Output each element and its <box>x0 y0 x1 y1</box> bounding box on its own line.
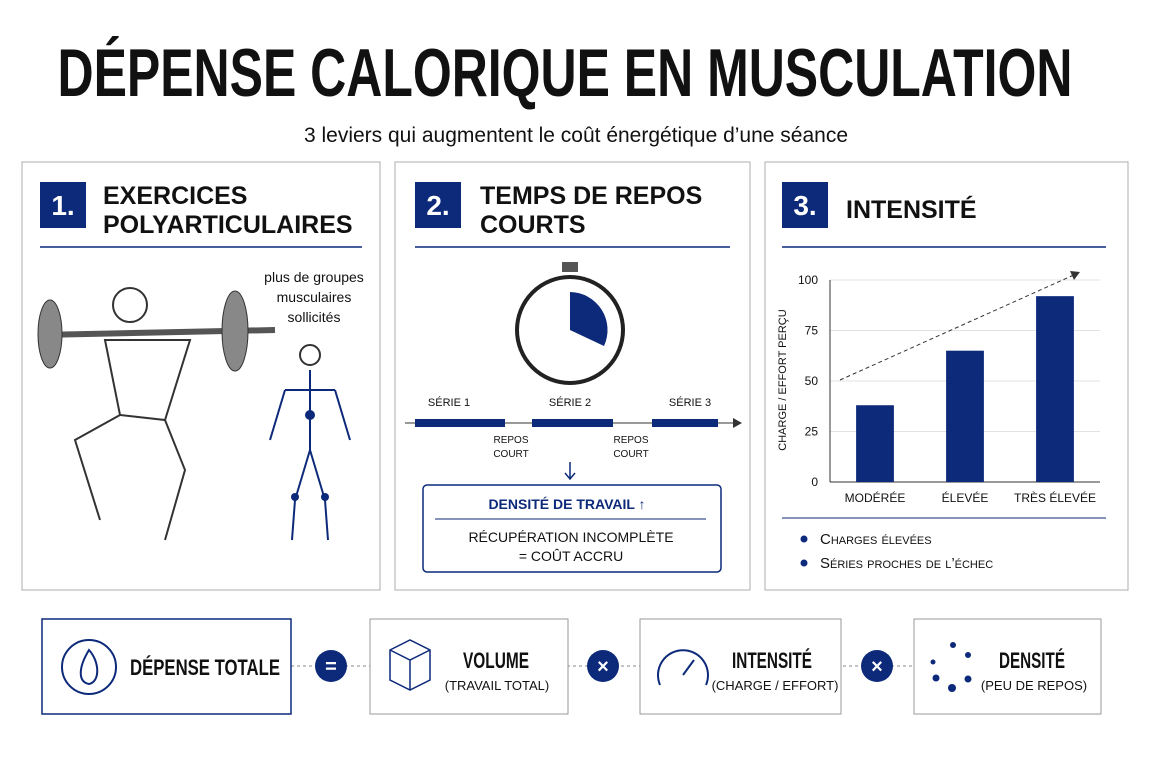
set-label: SÉRIE 2 <box>549 396 591 409</box>
bullet-text: Séries proches de l’échec <box>820 555 993 572</box>
panel-title: INTENSITÉ <box>846 195 977 224</box>
term-title: DÉPENSE TOTALE <box>130 655 280 680</box>
operator: × <box>597 656 609 678</box>
athlete-legs <box>73 414 187 541</box>
joint <box>305 410 315 420</box>
x-tick-label: ÉLEVÉE <box>942 490 989 505</box>
flame <box>79 648 99 686</box>
bullet-text: Charges élevées <box>820 531 932 548</box>
joint <box>291 493 299 501</box>
bar <box>946 350 984 482</box>
box-title: DENSITÉ DE TRAVAIL ↑ <box>488 496 645 512</box>
arrowhead <box>733 418 742 428</box>
trend-arrow <box>839 273 1077 381</box>
operator-circle <box>587 650 619 682</box>
number-box <box>782 182 828 228</box>
gauge-needle <box>682 659 695 676</box>
bar-chart: 0 25 50 75 100 MODÉRÉE ÉLEVÉE TRÈS ÉLEVÉE <box>798 273 1100 505</box>
body-head <box>299 344 321 366</box>
set-bar <box>532 419 613 427</box>
athlete-head <box>112 287 148 323</box>
panel-title: COURTS <box>480 211 586 239</box>
term-title: VOLUME <box>463 648 529 673</box>
panel-title: POLYARTICULAIRES <box>103 211 353 239</box>
panel-number: 2. <box>426 190 449 221</box>
plate <box>221 290 249 372</box>
rest-label: COURT <box>613 449 648 460</box>
bullet <box>800 535 808 543</box>
term-note: (PEU DE REPOS) <box>981 678 1087 693</box>
set-bar <box>415 419 505 427</box>
dot-icon <box>948 684 956 692</box>
panel-title: TEMPS DE REPOS <box>480 182 702 210</box>
bar <box>856 405 894 482</box>
term-box <box>913 618 1102 715</box>
set-label: SÉRIE 1 <box>428 396 470 409</box>
operator-circle <box>315 650 347 682</box>
box-line: = COÛT ACCRU <box>519 548 623 564</box>
y-tick-label: 75 <box>805 324 819 338</box>
box-line: RÉCUPÉRATION INCOMPLÈTE <box>468 529 673 545</box>
term-note: (TRAVAIL TOTAL) <box>445 678 550 693</box>
gauge-icon <box>657 649 709 686</box>
x-tick-label: TRÈS ÉLEVÉE <box>1014 490 1096 505</box>
arrowhead <box>1070 271 1080 280</box>
panel <box>21 161 381 591</box>
operator-circle <box>861 650 893 682</box>
number-box <box>415 182 461 228</box>
result-box <box>422 484 722 573</box>
rest-label: REPOS <box>493 435 528 446</box>
flame-icon <box>61 639 117 695</box>
panel-number: 3. <box>793 190 816 221</box>
y-tick-label: 100 <box>798 273 818 287</box>
dot-icon <box>965 652 971 658</box>
x-tick-label: MODÉRÉE <box>845 490 906 505</box>
rest-label: REPOS <box>613 435 648 446</box>
rest-label: COURT <box>493 449 528 460</box>
dot-icon <box>950 642 956 648</box>
caption: sollicités <box>288 309 341 325</box>
y-tick-label: 0 <box>811 475 818 489</box>
bullet <box>800 559 808 567</box>
stopwatch-crown <box>562 262 578 272</box>
subtitle: 3 leviers qui augmentent le coût énergét… <box>304 124 848 147</box>
term-box <box>639 618 842 715</box>
caption: musculaires <box>277 289 352 305</box>
down-arrow <box>564 462 576 481</box>
term-title: INTENSITÉ <box>732 648 812 673</box>
caption: plus de groupes <box>264 269 364 285</box>
cube-icon <box>389 639 431 691</box>
y-tick-label: 50 <box>805 374 819 388</box>
plate <box>37 299 63 369</box>
operator: × <box>871 656 883 678</box>
term-title: DENSITÉ <box>999 648 1065 673</box>
operator: = <box>325 656 337 678</box>
panel-title: EXERCICES <box>103 182 247 210</box>
term-box <box>41 618 292 715</box>
number-box <box>40 182 86 228</box>
term-note: (CHARGE / EFFORT) <box>712 678 839 693</box>
y-axis-label: CHARGE / EFFORT PERÇU <box>777 309 789 450</box>
bar <box>1036 296 1074 482</box>
set-bar <box>652 419 718 427</box>
term-box <box>369 618 569 715</box>
dot-icon <box>930 659 936 665</box>
title: DÉPENSE CALORIQUE EN MUSCULATION <box>58 35 1073 111</box>
set-label: SÉRIE 3 <box>669 396 711 409</box>
dot-icon <box>964 675 972 683</box>
joint <box>321 493 329 501</box>
y-tick-label: 25 <box>805 425 819 439</box>
dot-icon <box>932 674 940 682</box>
stopwatch-sector <box>570 292 608 346</box>
panel-number: 1. <box>51 190 74 221</box>
